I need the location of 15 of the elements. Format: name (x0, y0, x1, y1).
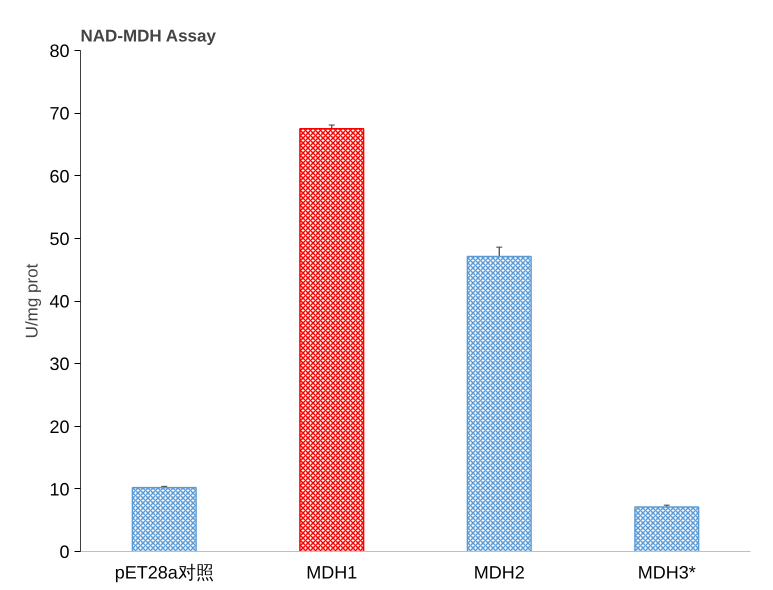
y-tick-label: 80 (49, 41, 70, 61)
y-tick-label: 50 (49, 228, 70, 249)
y-axis-title: U/mg prot (22, 263, 42, 338)
y-tick-label: 30 (49, 354, 70, 374)
y-tick-label: 40 (49, 292, 70, 312)
x-tick-label: MDH3* (638, 562, 696, 582)
y-tick-label: 0 (59, 542, 70, 562)
chart-title: NAD-MDH Assay (80, 26, 216, 46)
x-tick-label: pET28a对照 (114, 562, 214, 582)
y-tick-label: 10 (49, 479, 70, 500)
x-tick-label: MDH1 (306, 562, 358, 582)
y-tick-label: 60 (49, 166, 70, 186)
x-tick-label: MDH2 (474, 562, 525, 582)
y-tick-label: 20 (49, 416, 70, 437)
y-tick-label: 70 (49, 104, 70, 124)
